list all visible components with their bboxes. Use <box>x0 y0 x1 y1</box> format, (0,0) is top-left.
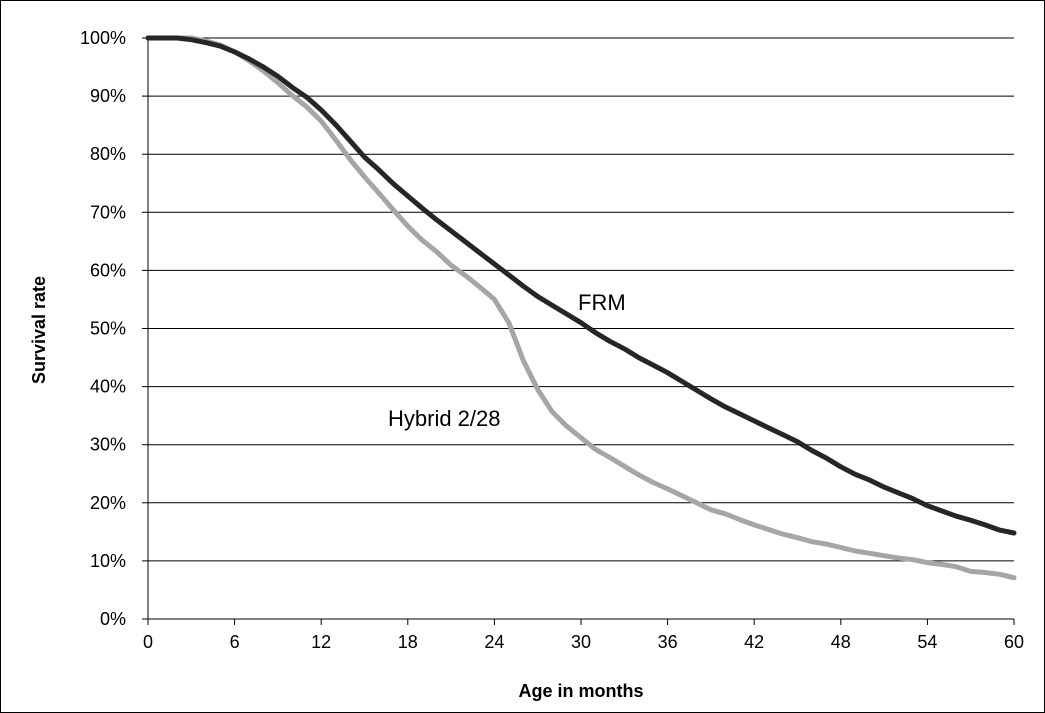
y-tick-label: 60% <box>90 260 126 280</box>
x-tick-label: 12 <box>311 632 331 652</box>
axes <box>142 37 1015 625</box>
x-tick-label: 0 <box>143 632 153 652</box>
x-tick-label: 60 <box>1004 632 1024 652</box>
y-tick-label: 90% <box>90 86 126 106</box>
x-tick-label: 48 <box>831 632 851 652</box>
x-tick-label: 18 <box>398 632 418 652</box>
y-tick-label: 30% <box>90 435 126 455</box>
x-tick-label: 24 <box>484 632 504 652</box>
y-tick-label: 50% <box>90 319 126 339</box>
series-lines <box>145 35 1017 581</box>
x-tick-label: 54 <box>917 632 937 652</box>
series-label-frm: FRM <box>578 290 626 315</box>
y-tick-label: 80% <box>90 144 126 164</box>
y-axis-title: Survival rate <box>29 276 49 384</box>
y-tick-label: 10% <box>90 551 126 571</box>
y-tick-label: 20% <box>90 493 126 513</box>
series-label-hybrid: Hybrid 2/28 <box>388 406 501 431</box>
x-tick-label: 30 <box>571 632 591 652</box>
series-line-frm <box>145 35 1017 536</box>
y-tick-labels: 0% 10% 20% 30% 40% 50% 60% 70% 80% 90% 100% <box>80 28 126 629</box>
y-tick-label: 40% <box>90 377 126 397</box>
y-tick-label: 0% <box>100 609 126 629</box>
x-tick-labels: 0 6 12 18 24 30 36 42 48 54 60 <box>143 632 1024 652</box>
x-tick-label: 42 <box>744 632 764 652</box>
x-tick-label: 36 <box>658 632 678 652</box>
series-line-hybrid <box>145 35 1017 581</box>
x-tick-label: 6 <box>230 632 240 652</box>
y-tick-label: 100% <box>80 28 126 48</box>
y-tick-label: 70% <box>90 202 126 222</box>
x-axis-title: Age in months <box>519 681 644 701</box>
